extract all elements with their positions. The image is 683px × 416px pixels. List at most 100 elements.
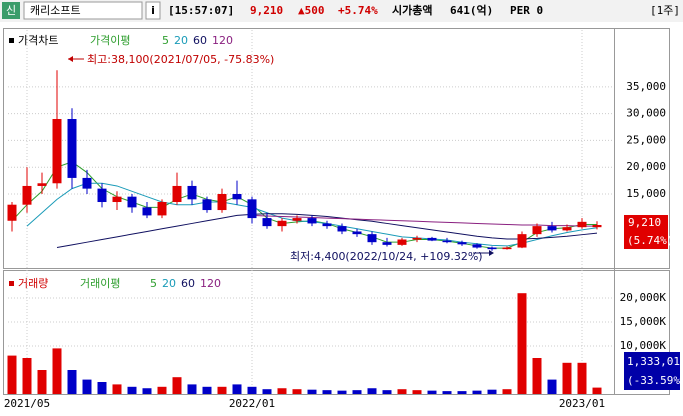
- y-tick-label: 20,000: [626, 160, 666, 173]
- volume-bar: [217, 386, 227, 394]
- price-tag-rate: (5.74%): [627, 234, 673, 247]
- candle-body: [517, 234, 527, 248]
- volume-bar: [412, 390, 422, 394]
- legend-icon: [9, 281, 14, 286]
- volume-bar: [592, 387, 602, 394]
- rate: +5.74%: [338, 4, 378, 17]
- price-ma-label: 가격이평: [90, 34, 130, 47]
- volume-bar: [337, 390, 347, 394]
- volume-bar: [562, 362, 572, 394]
- volume-bar: [22, 358, 32, 394]
- price-ma-legend: 5: [162, 34, 169, 47]
- candle-body: [127, 196, 137, 208]
- candle-body: [52, 119, 62, 184]
- high-arrowhead: [68, 56, 73, 62]
- y-tick-label: 20,000K: [620, 291, 667, 304]
- candle-body: [157, 202, 167, 216]
- y-tick-label: 15,000K: [620, 315, 667, 328]
- candle-body: [592, 224, 602, 228]
- candle-body: [337, 226, 347, 232]
- volume-bar: [277, 388, 287, 394]
- candle-body: [532, 226, 542, 235]
- y-tick-label: 25,000: [626, 133, 666, 146]
- volume-ma-legend: 20: [162, 277, 176, 290]
- time: [15:57:07]: [168, 4, 234, 17]
- volume-bar: [52, 348, 62, 394]
- candle-body: [187, 185, 197, 200]
- per: PER 0: [510, 4, 543, 17]
- ma-line: [11, 161, 597, 249]
- candle-body: [382, 242, 392, 245]
- candle-body: [292, 218, 302, 221]
- x-tick-label: 2021/05: [4, 397, 50, 410]
- y-tick-label: 15,000: [626, 187, 666, 200]
- candle-body: [7, 204, 17, 221]
- volume-ma-legend: 60: [181, 277, 195, 290]
- volume-bar: [37, 370, 47, 394]
- legend-icon: [9, 38, 14, 43]
- candle-body: [307, 218, 317, 224]
- candle-body: [502, 247, 512, 250]
- volume-bar: [247, 386, 257, 394]
- x-tick-label: 2023/01: [559, 397, 605, 410]
- volume-bar: [532, 358, 542, 394]
- stock-input[interactable]: [23, 1, 143, 20]
- candle-body: [97, 188, 107, 203]
- volume-bar: [172, 377, 182, 394]
- info-button[interactable]: [145, 1, 161, 20]
- candle-body: [352, 231, 362, 235]
- change: ▲500: [298, 4, 325, 17]
- stock-name: 캐리소프트: [30, 4, 81, 17]
- ma-line: [56, 213, 598, 249]
- volume-bar: [142, 388, 152, 394]
- volume-bar: [502, 389, 512, 394]
- volume-bar: [292, 389, 302, 394]
- candle-body: [67, 119, 77, 178]
- info-label: i: [151, 4, 155, 17]
- candle-body: [22, 185, 32, 205]
- volume-bar: [232, 384, 242, 394]
- market-icon: [2, 2, 20, 19]
- candle-body: [577, 221, 587, 228]
- price-ma-legend: 60: [193, 34, 207, 47]
- volume-bar: [457, 391, 467, 394]
- market-icon-text: 신: [6, 4, 16, 17]
- volume-bar: [82, 379, 92, 394]
- candle-body: [112, 196, 122, 203]
- volume-ma-label: 거래이평: [80, 277, 120, 290]
- candle-body: [247, 199, 257, 219]
- volume-bar: [472, 390, 482, 394]
- low-annotation: 최저:4,400(2022/10/24, +109.32%): [290, 250, 483, 263]
- volume-ma-legend: 5: [150, 277, 157, 290]
- period[interactable]: [1주]: [650, 4, 680, 17]
- candle-body: [457, 242, 467, 245]
- candle-body: [277, 220, 287, 227]
- toolbar: [0, 0, 683, 22]
- volume-bar: [262, 389, 272, 394]
- volume-bar: [577, 362, 587, 394]
- candle-body: [547, 226, 557, 231]
- volume-tag-rate: (-33.59%): [627, 374, 683, 387]
- candle-body: [397, 239, 407, 245]
- price-tag-value: 9,210: [628, 216, 661, 229]
- volume-bar: [427, 390, 437, 394]
- high-annotation: 최고:38,100(2021/07/05, -75.83%): [87, 53, 274, 66]
- candle-body: [172, 185, 182, 203]
- candle-body: [322, 223, 332, 227]
- y-tick-label: 35,000: [626, 80, 666, 93]
- volume-bar: [97, 382, 107, 394]
- candle-body: [412, 237, 422, 240]
- price-panel: [3, 28, 670, 269]
- candle-body: [37, 183, 47, 186]
- x-tick-label: 2022/01: [229, 397, 275, 410]
- cap-label: 시가총액: [392, 3, 432, 17]
- cap: 641(억): [450, 4, 493, 17]
- volume-bar: [67, 370, 77, 394]
- volume-bar: [202, 386, 212, 394]
- price-legend-title: 가격차트: [18, 34, 58, 47]
- price-tag: [624, 214, 668, 249]
- volume-bar: [322, 390, 332, 394]
- volume-bar: [157, 386, 167, 394]
- candle-body: [217, 193, 227, 211]
